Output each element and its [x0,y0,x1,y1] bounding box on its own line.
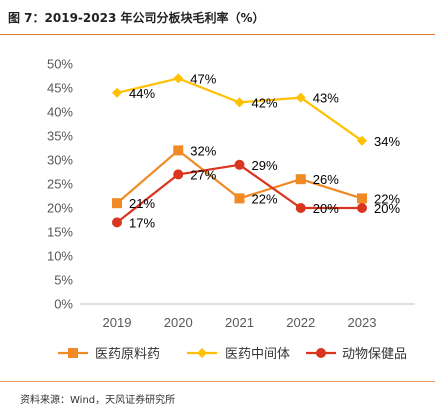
source-note: 资料来源：Wind，天风证券研究所 [20,395,176,406]
data-point [112,198,122,209]
data-label: 26% [313,172,339,187]
chart-title: 图 7：2019-2023 年公司分板块毛利率（%） [8,11,265,25]
data-point [357,193,367,204]
data-point [295,92,306,103]
data-point [112,217,122,228]
y-tick-label: 40% [47,105,73,120]
data-label: 43% [313,91,339,106]
x-tick-label: 2023 [348,315,377,330]
x-tick-label: 2019 [103,315,132,330]
legend-marker [68,348,78,358]
legend-label: 医药中间体 [225,347,290,362]
data-label: 44% [129,86,155,101]
data-label: 21% [129,196,155,211]
y-tick-label: 0% [54,297,73,312]
data-label: 29% [252,158,278,173]
legend-marker [316,348,326,358]
data-point [295,203,306,213]
y-tick-label: 45% [47,81,73,96]
chart-legend: 医药原料药 医药中间体 动物保健品 [58,347,407,362]
title-divider [0,34,435,35]
legend-marker [197,348,207,358]
chart-markers [112,73,367,228]
data-label: 27% [190,167,216,182]
legend-label: 医药原料药 [95,347,160,362]
data-label: 34% [374,134,400,149]
data-label: 20% [313,201,339,216]
data-label: 20% [374,201,400,216]
data-point [234,193,245,204]
data-point [295,174,306,185]
data-point [173,73,184,84]
data-point [173,145,184,156]
data-point [357,135,367,146]
x-tick-label: 2022 [286,315,315,330]
data-point [173,169,184,180]
y-tick-label: 30% [47,153,73,168]
data-labels: 21% 32% 22% 26% 22% 44% 47% 42% 43% 34% 17% 27% 29% 2… [129,71,400,230]
chart-axes: 0% 5% 10% 15% 20% 25% 30% 35% 40% 45% 50% 2019 2020 2… [47,57,415,330]
data-point [234,159,245,170]
data-point [112,87,122,98]
data-label: 42% [252,95,278,110]
data-label: 22% [252,191,278,206]
legend-label: 动物保健品 [342,347,407,362]
footer-divider [0,381,435,382]
data-label: 17% [129,215,155,230]
y-tick-label: 5% [54,273,73,288]
data-point [234,97,245,108]
data-label: 47% [190,71,216,86]
data-label: 32% [190,143,216,158]
y-tick-label: 25% [47,177,73,192]
y-tick-label: 20% [47,201,73,216]
y-tick-label: 50% [47,57,73,72]
data-point [357,203,367,213]
x-tick-label: 2020 [164,315,193,330]
y-tick-label: 10% [47,249,73,264]
y-tick-label: 35% [47,129,73,144]
y-tick-label: 15% [47,225,73,240]
x-tick-label: 2021 [225,315,254,330]
data-label: 22% [374,191,400,206]
